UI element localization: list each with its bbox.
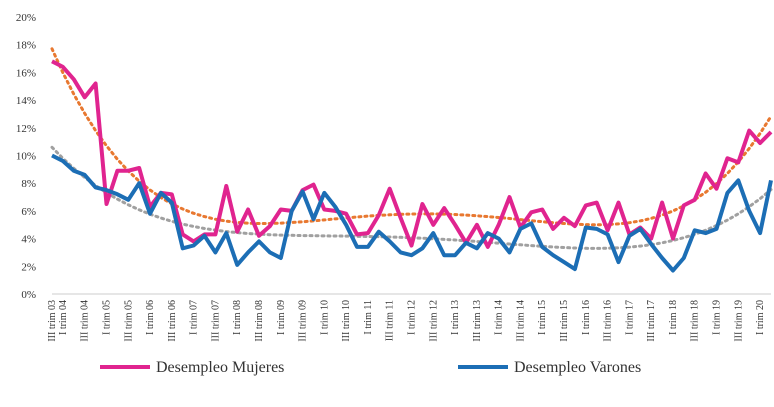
x-tick-label: I trim 19 [712, 300, 723, 335]
x-tick-label: III trim 08 [254, 300, 265, 342]
legend: Desempleo Mujeres Desempleo Varones [100, 359, 641, 376]
y-tick-label: 8% [21, 178, 36, 190]
x-tick-label: III trim 11 [385, 300, 396, 341]
x-tick-label: I trim 06 [145, 300, 156, 335]
legend-label-mujeres: Desempleo Mujeres [156, 359, 284, 376]
x-axis-ticks: III trim 03 I trim 04 III trim 04 I trim 05… [47, 300, 766, 342]
x-tick-label: I trim 13 [450, 300, 461, 335]
y-tick-label: 18% [16, 40, 36, 52]
x-tick-label: III trim 18 [690, 300, 701, 342]
x-tick-label: III trim 09 [298, 300, 309, 342]
trendlines [50, 47, 773, 250]
legend-item-varones: Desempleo Varones [458, 359, 641, 376]
x-tick-label: I trim 17 [624, 300, 635, 335]
x-tick-label: III trim 15 [559, 300, 570, 342]
y-axis-ticks: 0% 2% 4% 6% 8% 10% 12% 14% 16% 18% 20% [16, 12, 36, 301]
x-tick-label: III trim 17 [646, 300, 657, 342]
series-lines [51, 59, 773, 273]
series-line-mujeres [51, 59, 773, 249]
x-tick-label: III trim 12 [428, 300, 439, 342]
x-tick-label: I trim 09 [276, 300, 287, 335]
x-tick-label: III trim 13 [472, 300, 483, 342]
x-tick-label: I trim 15 [537, 300, 548, 335]
x-tick-label: III trim 05 [123, 300, 134, 342]
x-tick-label: III trim 04 [80, 300, 91, 342]
series-line-varones [51, 153, 773, 273]
x-tick-label: I trim 08 [232, 300, 243, 335]
x-tick-label: III trim 14 [515, 300, 526, 342]
y-tick-label: 12% [16, 123, 36, 135]
x-tick-label: I trim 18 [668, 300, 679, 335]
x-tick-label: I trim 04 [58, 300, 69, 335]
y-tick-label: 2% [21, 261, 36, 273]
x-tick-label: III trim 07 [210, 300, 221, 342]
x-tick-label: I trim 11 [363, 300, 374, 335]
y-tick-label: 10% [16, 151, 36, 163]
x-tick-label: III trim 10 [341, 300, 352, 342]
legend-label-varones: Desempleo Varones [514, 359, 641, 376]
x-tick-label: I trim 12 [407, 300, 418, 335]
x-tick-label: I trim 10 [319, 300, 330, 335]
x-tick-label: III trim 19 [733, 300, 744, 342]
x-tick-label: I trim 20 [755, 300, 766, 335]
y-tick-label: 4% [21, 234, 36, 246]
y-tick-label: 14% [16, 95, 36, 107]
x-tick-label: I trim 07 [189, 300, 200, 335]
plot-area [50, 47, 773, 295]
y-tick-label: 6% [21, 206, 36, 218]
x-tick-label: III trim 06 [167, 300, 178, 342]
x-tick-label: I trim 05 [101, 300, 112, 335]
x-tick-label: I trim 14 [494, 300, 505, 335]
y-tick-label: 16% [16, 67, 36, 79]
x-tick-label: III trim 03 [47, 300, 58, 342]
x-tick-label: III trim 16 [603, 300, 614, 342]
x-tick-label: I trim 16 [581, 300, 592, 335]
y-tick-label: 0% [21, 289, 36, 301]
legend-item-mujeres: Desempleo Mujeres [100, 359, 284, 376]
y-tick-label: 20% [16, 12, 36, 24]
